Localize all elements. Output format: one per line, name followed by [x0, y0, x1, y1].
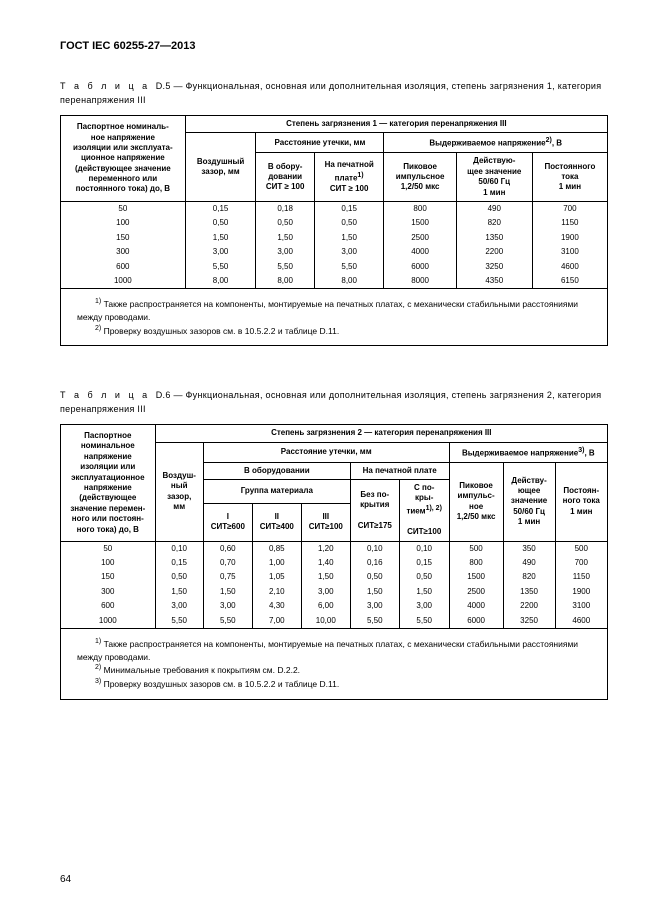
table-d6-caption: Т а б л и ц а D.6 — Функциональная, осно… — [60, 389, 608, 416]
table-row: 500,100,600,851,200,100,10500350500 — [61, 541, 608, 556]
table-row: 10005,505,507,0010,005,505,5060003250460… — [61, 614, 608, 629]
table-row: 6003,003,004,306,003,003,00400022003100 — [61, 599, 608, 613]
table-row: 10008,008,008,00800043506150 — [61, 274, 608, 289]
document-header: ГОСТ IEC 60255-27—2013 — [60, 40, 608, 52]
table-row: 6005,505,505,50600032504600 — [61, 260, 608, 274]
table-row: 1000,500,500,5015008201150 — [61, 216, 608, 230]
table-row: 3003,003,003,00400022003100 — [61, 245, 608, 259]
table-row: 1000,150,701,001,400,160,15800490700 — [61, 556, 608, 570]
table-row: 500,150,180,15800490700 — [61, 202, 608, 217]
table-row: 3001,501,502,103,001,501,50250013501900 — [61, 585, 608, 599]
table-d6-footnote: 1) Также распространяется на компоненты,… — [61, 629, 608, 699]
table-row: 1501,501,501,50250013501900 — [61, 231, 608, 245]
page-number: 64 — [60, 874, 71, 885]
table-d5: Паспортное номиналь-ное напряжение изоля… — [60, 115, 608, 346]
table-row: 1500,500,751,051,500,500,5015008201150 — [61, 570, 608, 584]
table-d6: Паспортноеноминальноенапряжение изоляции… — [60, 424, 608, 699]
table-d5-caption: Т а б л и ц а D.5 — Функциональная, осно… — [60, 80, 608, 107]
table-d5-footnote: 1) Также распространяется на компоненты,… — [61, 289, 608, 346]
